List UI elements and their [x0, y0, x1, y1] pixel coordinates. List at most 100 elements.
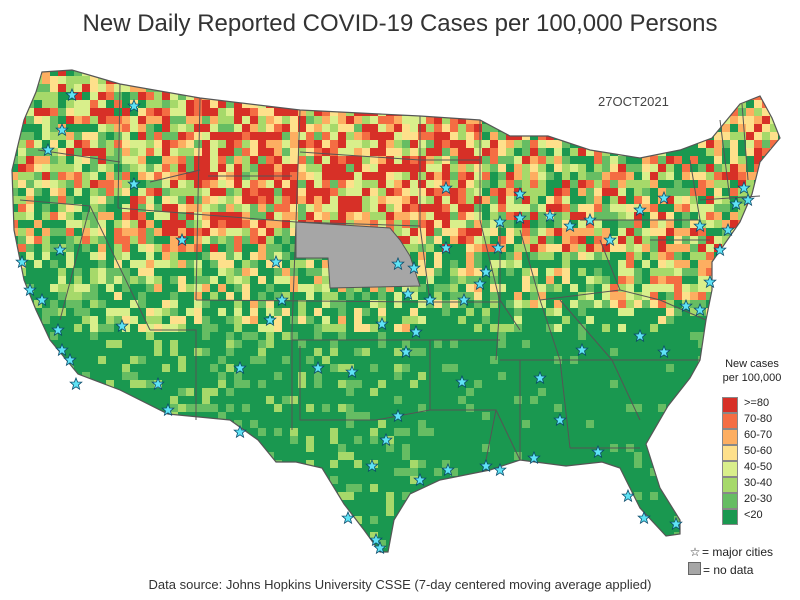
- county-cell: [506, 228, 515, 237]
- county-cell: [770, 124, 779, 133]
- county-cell: [186, 60, 195, 69]
- county-cell: [18, 420, 27, 429]
- county-cell: [162, 300, 171, 309]
- county-cell: [98, 60, 107, 69]
- county-cell: [434, 388, 443, 397]
- county-cell: [746, 180, 755, 189]
- county-cell: [378, 100, 387, 109]
- county-cell: [226, 260, 235, 269]
- county-cell: [282, 372, 291, 381]
- county-cell: [130, 356, 139, 365]
- county-cell: [370, 348, 379, 357]
- county-cell: [114, 268, 123, 277]
- county-cell: [618, 164, 627, 173]
- county-cell: [162, 100, 171, 109]
- county-cell: [186, 172, 195, 181]
- county-cell: [426, 444, 435, 453]
- county-cell: [634, 220, 643, 229]
- county-cell: [90, 428, 99, 437]
- county-cell: [122, 388, 131, 397]
- county-cell: [42, 132, 51, 141]
- county-cell: [634, 140, 643, 149]
- county-cell: [154, 444, 163, 453]
- county-cell: [442, 84, 451, 93]
- county-cell: [498, 260, 507, 269]
- county-cell: [418, 380, 427, 389]
- county-cell: [698, 228, 707, 237]
- county-cell: [282, 244, 291, 253]
- county-cell: [90, 276, 99, 285]
- county-cell: [754, 340, 763, 349]
- county-cell: [610, 132, 619, 141]
- county-cell: [530, 428, 539, 437]
- county-cell: [450, 332, 459, 341]
- county-cell: [586, 244, 595, 253]
- county-cell: [746, 252, 755, 261]
- county-cell: [650, 116, 659, 125]
- county-cell: [194, 124, 203, 133]
- county-cell: [370, 140, 379, 149]
- county-cell: [634, 300, 643, 309]
- county-cell: [186, 316, 195, 325]
- county-cell: [66, 228, 75, 237]
- county-cell: [538, 148, 547, 157]
- county-cell: [122, 124, 131, 133]
- county-cell: [274, 132, 283, 141]
- county-cell: [226, 364, 235, 373]
- county-cell: [738, 204, 747, 213]
- county-cell: [706, 92, 715, 101]
- county-cell: [402, 404, 411, 413]
- county-cell: [674, 244, 683, 253]
- county-cell: [490, 428, 499, 437]
- county-cell: [618, 180, 627, 189]
- county-cell: [618, 380, 627, 389]
- county-cell: [370, 188, 379, 197]
- county-cell: [682, 228, 691, 237]
- county-cell: [754, 188, 763, 197]
- county-cell: [426, 116, 435, 125]
- county-cell: [194, 236, 203, 245]
- county-cell: [298, 70, 307, 77]
- county-cell: [466, 244, 475, 253]
- county-cell: [314, 140, 323, 149]
- county-cell: [346, 132, 355, 141]
- county-cell: [210, 244, 219, 253]
- county-cell: [522, 172, 531, 181]
- county-cell: [18, 404, 27, 413]
- county-cell: [706, 268, 715, 277]
- county-cell: [12, 420, 19, 429]
- county-cell: [138, 252, 147, 261]
- county-cell: [138, 396, 147, 405]
- county-cell: [466, 284, 475, 293]
- county-cell: [234, 140, 243, 149]
- county-cell: [114, 116, 123, 125]
- county-cell: [482, 444, 491, 453]
- county-cell: [682, 188, 691, 197]
- county-cell: [154, 70, 163, 77]
- county-cell: [666, 340, 675, 349]
- county-cell: [12, 292, 19, 301]
- county-cell: [242, 244, 251, 253]
- county-cell: [266, 92, 275, 101]
- county-cell: [290, 444, 299, 453]
- county-cell: [562, 444, 571, 453]
- county-cell: [506, 260, 515, 269]
- county-cell: [162, 172, 171, 181]
- county-cell: [362, 172, 371, 181]
- county-cell: [138, 70, 147, 77]
- county-cell: [666, 108, 675, 117]
- county-cell: [242, 372, 251, 381]
- county-cell: [626, 140, 635, 149]
- county-cell: [266, 148, 275, 157]
- county-cell: [202, 380, 211, 389]
- county-cell: [458, 260, 467, 269]
- county-cell: [122, 84, 131, 93]
- county-cell: [250, 292, 259, 301]
- county-cell: [530, 196, 539, 205]
- county-cell: [58, 252, 67, 261]
- county-cell: [578, 204, 587, 213]
- county-cell: [754, 124, 763, 133]
- county-cell: [450, 84, 459, 93]
- county-cell: [666, 196, 675, 205]
- county-cell: [490, 420, 499, 429]
